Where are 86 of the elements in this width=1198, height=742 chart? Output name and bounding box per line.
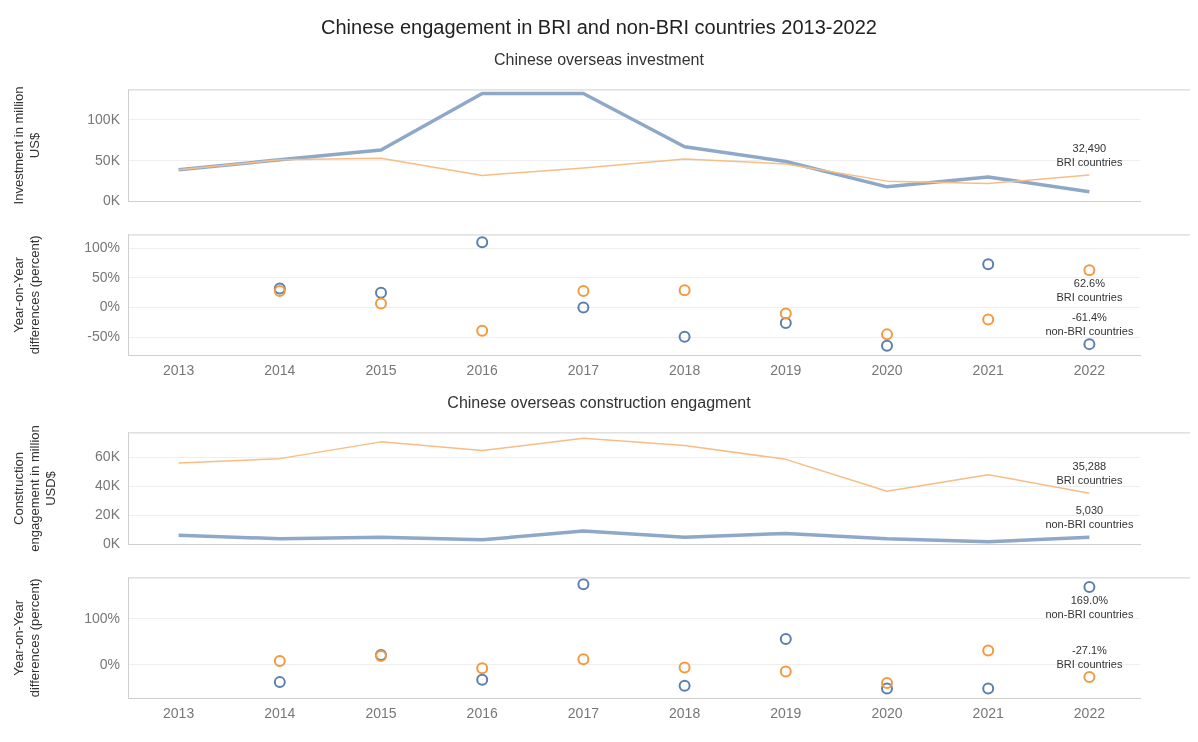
y-axis-title: Investment in million US$ xyxy=(11,86,42,205)
x-tick-label: 2014 xyxy=(264,362,296,379)
data-label: 5,030 xyxy=(1075,504,1104,517)
x-tick-label: 2013 xyxy=(163,705,195,722)
x-tick-label: 2013 xyxy=(163,362,195,379)
y-tick-label: 100% xyxy=(84,238,120,255)
x-tick-label: 2018 xyxy=(669,362,701,379)
y-tick-label: 50% xyxy=(91,268,120,285)
series-label: non-BRI countries xyxy=(1045,518,1134,531)
point xyxy=(577,301,590,314)
x-tick-label: 2018 xyxy=(669,705,701,722)
point xyxy=(1083,338,1096,351)
series-label: BRI countries xyxy=(1056,658,1123,671)
y-tick-label: 0% xyxy=(99,655,120,672)
y-axis-title: Construction engagement in million USD$ xyxy=(11,425,58,552)
x-tick-label: 2021 xyxy=(972,362,1004,379)
y-axis-title: Year-on-Year differences (percent) xyxy=(11,235,42,355)
point xyxy=(678,661,691,674)
y-axis-title: Year-on-Year differences (percent) xyxy=(11,578,42,698)
y-tick-label: 100% xyxy=(84,609,120,626)
point xyxy=(1083,671,1096,684)
point xyxy=(779,632,792,645)
y-tick-label: 60K xyxy=(95,448,121,465)
data-label: 169.0% xyxy=(1070,594,1109,607)
point xyxy=(881,328,893,341)
x-tick-label: 2021 xyxy=(972,705,1004,722)
point xyxy=(982,682,995,695)
point xyxy=(476,236,489,249)
point xyxy=(577,578,590,591)
y-tick-label: 100K xyxy=(87,110,121,127)
point xyxy=(678,679,691,692)
point xyxy=(881,682,893,695)
y-tick-label: 40K xyxy=(95,477,121,494)
point xyxy=(982,258,995,271)
series-label: BRI countries xyxy=(1056,156,1123,169)
x-tick-label: 2015 xyxy=(365,705,397,722)
point xyxy=(881,677,893,690)
y-tick-label: 50K xyxy=(95,151,121,168)
point xyxy=(273,655,286,667)
x-tick-label: 2017 xyxy=(567,705,600,722)
x-tick-label: 2019 xyxy=(770,362,802,379)
series-label: BRI countries xyxy=(1056,474,1123,487)
x-tick-label: 2022 xyxy=(1073,705,1106,722)
data-label: 32,490 xyxy=(1072,142,1107,155)
point xyxy=(577,653,590,666)
y-tick-label: -50% xyxy=(87,328,120,345)
text: BRI countries xyxy=(1056,291,1123,304)
point xyxy=(476,673,489,686)
point xyxy=(375,286,387,299)
x-tick-label: 2016 xyxy=(466,362,498,379)
data-label: 62.6% xyxy=(1073,277,1106,290)
x-tick-label: 2015 xyxy=(365,362,397,379)
point xyxy=(476,324,489,337)
point xyxy=(779,317,792,330)
point xyxy=(982,313,995,326)
point xyxy=(779,665,792,678)
chart-title: Chinese engagement in BRI and non-BRI countries 2013-2022 xyxy=(320,15,878,40)
chart-subtitle: Chinese overseas construction engagment xyxy=(446,393,752,413)
x-tick-label: 2020 xyxy=(871,362,903,379)
y-tick-label: 20K xyxy=(95,506,121,523)
text: non-BRI countries xyxy=(1045,608,1134,621)
point xyxy=(1083,264,1096,277)
point xyxy=(273,676,286,689)
y-tick-label: 0K xyxy=(102,535,121,552)
point xyxy=(678,330,691,343)
y-tick-label: 0% xyxy=(99,298,120,315)
data-label: 35,288 xyxy=(1072,460,1107,473)
x-tick-label: 2016 xyxy=(466,705,498,722)
x-tick-label: 2022 xyxy=(1073,362,1106,379)
data-label: -27.1% xyxy=(1071,644,1108,657)
point xyxy=(881,339,893,352)
point xyxy=(982,644,995,657)
series-label: non-BRI countries xyxy=(1045,325,1134,338)
chart-subtitle: Chinese overseas investment xyxy=(493,50,705,70)
x-tick-label: 2017 xyxy=(567,362,600,379)
x-tick-label: 2019 xyxy=(770,705,802,722)
point xyxy=(779,307,792,320)
x-tick-label: 2020 xyxy=(871,705,903,722)
point xyxy=(678,284,691,297)
point xyxy=(1083,581,1096,594)
point xyxy=(476,662,489,675)
point xyxy=(375,297,387,310)
x-tick-label: 2014 xyxy=(264,705,296,722)
point xyxy=(577,284,590,297)
data-label: -61.4% xyxy=(1071,311,1108,324)
y-tick-label: 0K xyxy=(102,192,121,209)
